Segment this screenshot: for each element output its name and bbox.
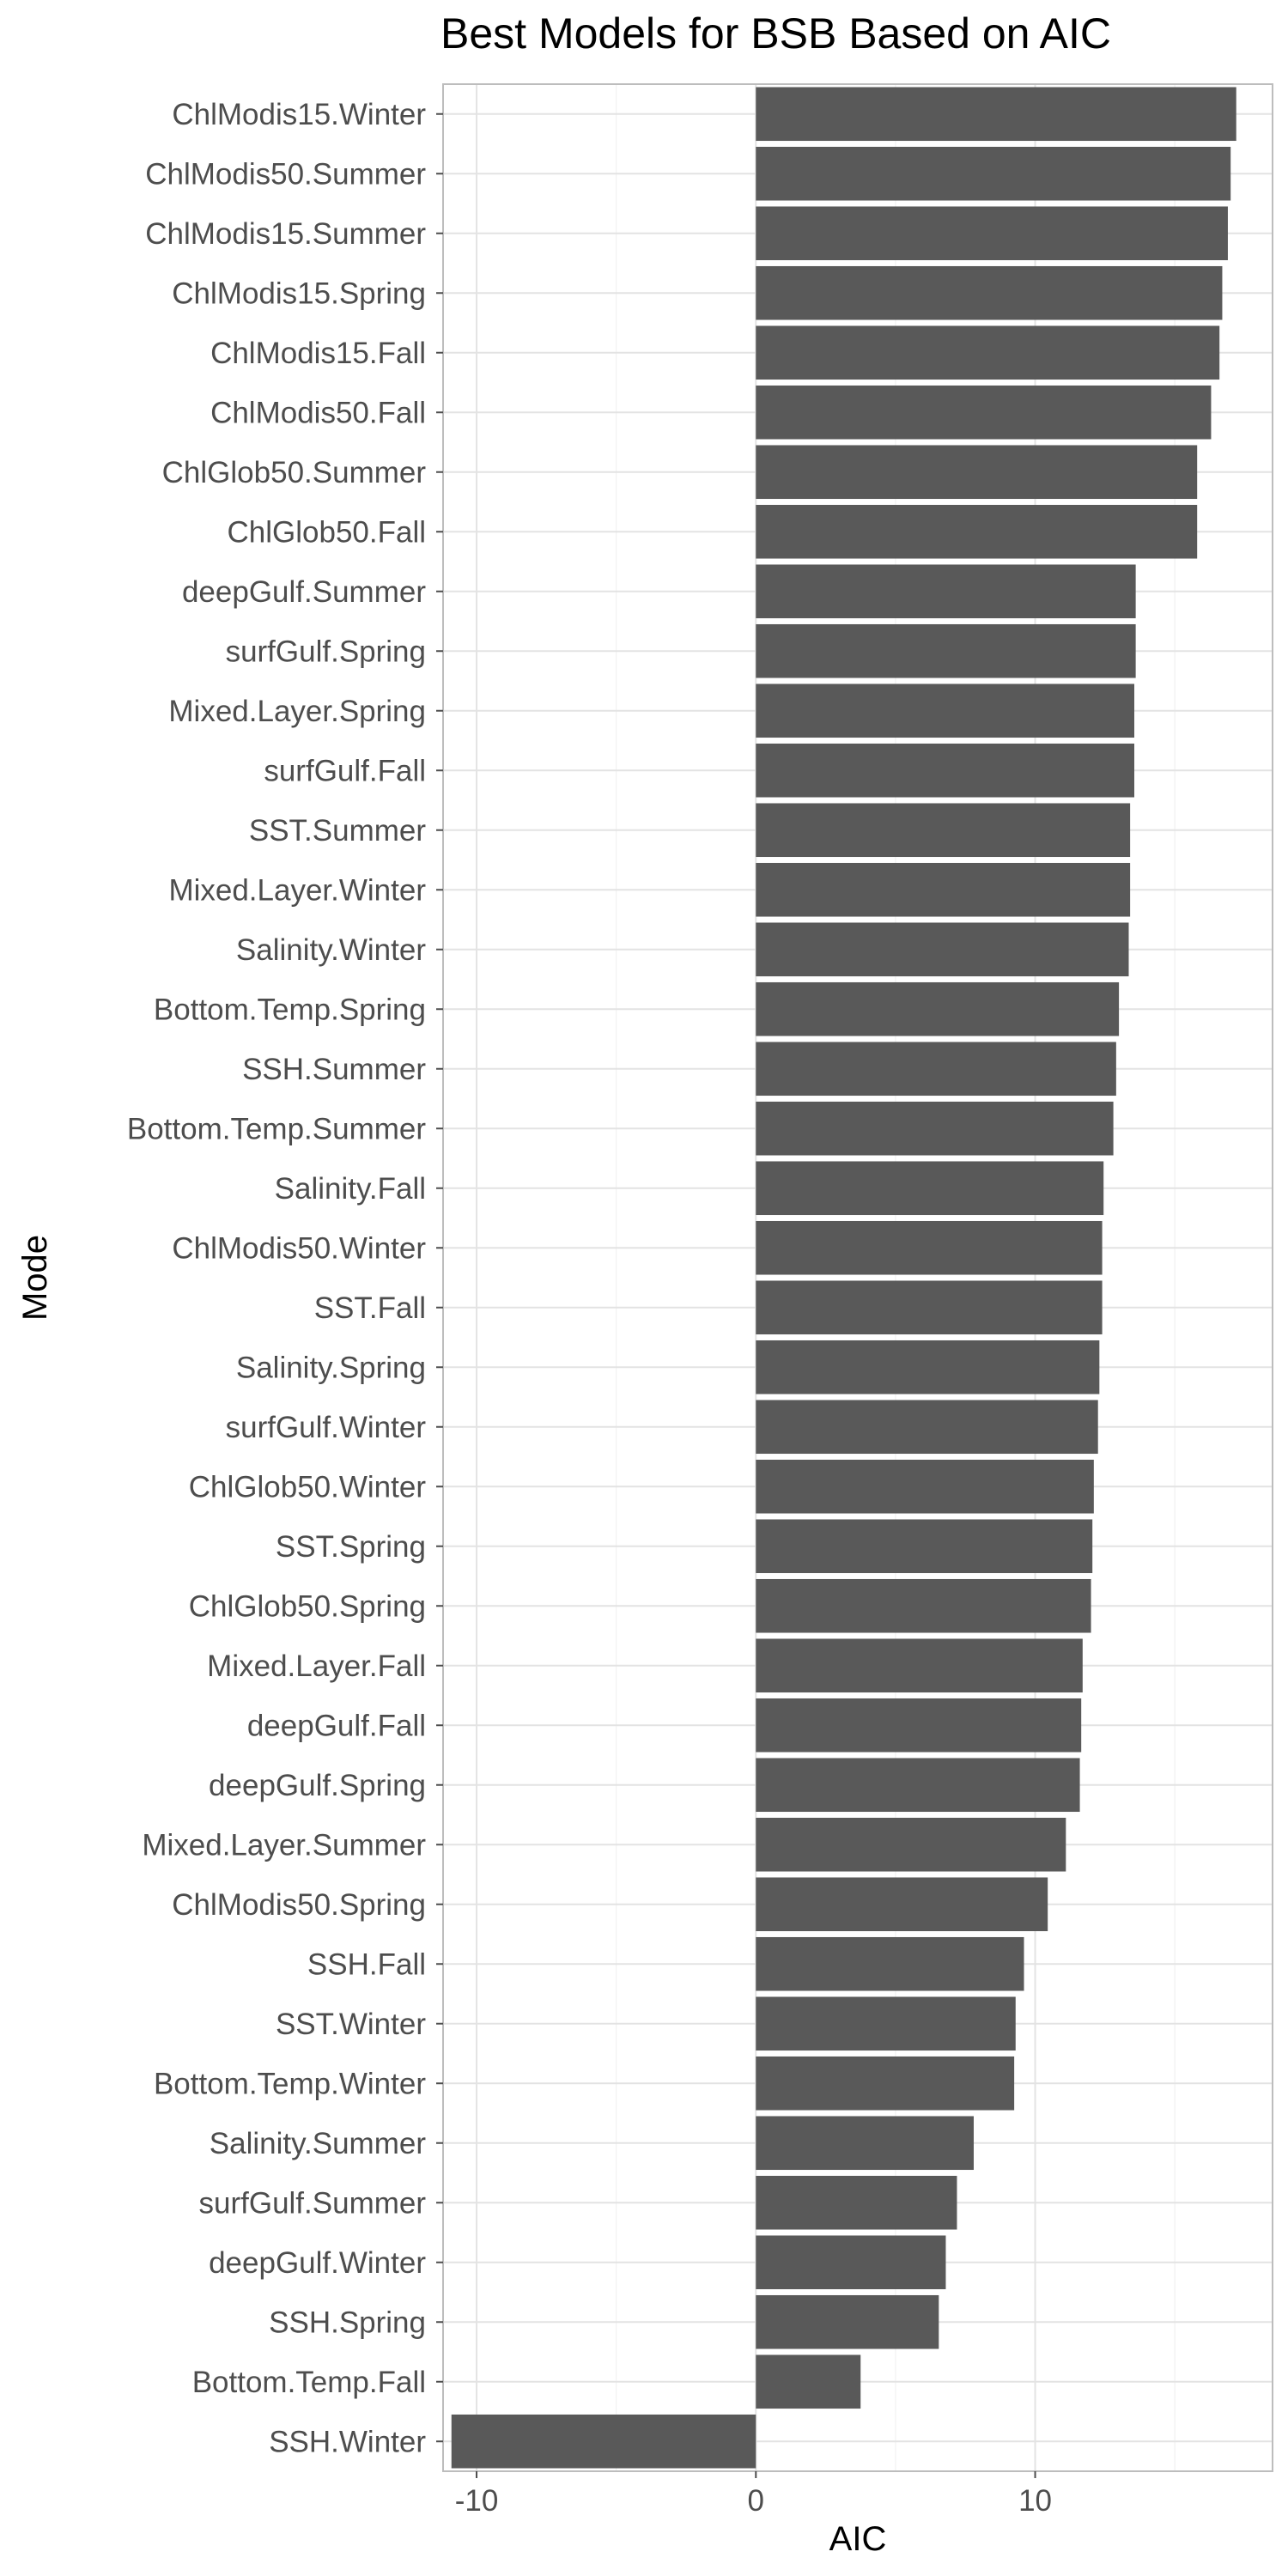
- y-tick-label: SST.Winter: [276, 2008, 426, 2041]
- bar: [756, 564, 1136, 619]
- y-tick-label: Mixed.Layer.Spring: [168, 695, 426, 728]
- y-axis-title: Mode: [16, 1235, 54, 1321]
- y-axis-ticks: ChlModis15.Winter ChlModis50.Summer ChlMod…: [127, 98, 443, 2458]
- bar: [756, 1578, 1091, 1633]
- bar: [756, 1400, 1098, 1455]
- y-tick-label: surfGulf.Summer: [199, 2186, 427, 2220]
- bar: [756, 1936, 1024, 1991]
- bar: [756, 922, 1129, 977]
- y-tick-label: Mixed.Layer.Fall: [207, 1649, 426, 1683]
- bar: [756, 1042, 1116, 1097]
- bar: [756, 1698, 1082, 1753]
- y-tick-label: ChlModis15.Fall: [210, 337, 426, 370]
- x-tick-label: -10: [455, 2484, 499, 2518]
- bar: [756, 2235, 946, 2290]
- bar: [756, 2116, 974, 2171]
- bar: [756, 87, 1236, 142]
- bar: [756, 206, 1228, 261]
- bar: [756, 2354, 861, 2409]
- y-tick-label: ChlModis50.Fall: [210, 396, 426, 429]
- x-tick-label: 10: [1018, 2484, 1052, 2518]
- y-tick-label: SSH.Spring: [269, 2306, 426, 2339]
- bar: [756, 1519, 1093, 1574]
- bar: [756, 265, 1223, 320]
- y-tick-label: ChlGlob50.Winter: [189, 1470, 427, 1504]
- bar: [756, 1280, 1103, 1335]
- y-tick-label: Bottom.Temp.Winter: [154, 2067, 426, 2100]
- bar: [756, 146, 1231, 201]
- bar: [756, 1638, 1083, 1693]
- bar: [756, 862, 1131, 917]
- y-tick-label: surfGulf.Fall: [264, 754, 426, 787]
- bar: [756, 1817, 1066, 1872]
- y-tick-label: ChlGlob50.Fall: [228, 515, 427, 549]
- y-tick-label: SST.Spring: [276, 1530, 426, 1564]
- y-tick-label: SSH.Winter: [269, 2425, 426, 2458]
- y-tick-label: surfGulf.Spring: [226, 635, 426, 668]
- y-tick-label: ChlModis50.Spring: [172, 1888, 426, 1922]
- plot-panel-border: [442, 83, 1273, 2472]
- bar: [756, 1340, 1100, 1394]
- bar: [756, 1161, 1104, 1216]
- y-tick-label: ChlGlob50.Summer: [162, 456, 427, 489]
- y-tick-label: Mixed.Layer.Winter: [168, 873, 426, 907]
- bar: [756, 325, 1220, 380]
- y-tick-label: ChlModis15.Winter: [172, 98, 426, 131]
- bar: [756, 1459, 1094, 1514]
- y-tick-label: ChlModis15.Spring: [172, 276, 426, 310]
- bar: [756, 445, 1198, 500]
- bar: [756, 1101, 1114, 1156]
- y-tick-label: ChlModis50.Summer: [145, 157, 426, 191]
- y-tick-label: Salinity.Spring: [236, 1351, 426, 1384]
- bar: [756, 385, 1212, 440]
- bar: [756, 2175, 957, 2230]
- y-tick-label: Mixed.Layer.Summer: [142, 1828, 426, 1862]
- y-tick-label: deepGulf.Spring: [209, 1769, 426, 1802]
- y-tick-label: Salinity.Winter: [236, 933, 426, 967]
- y-tick-label: deepGulf.Fall: [247, 1709, 426, 1742]
- y-tick-label: SSH.Fall: [307, 1947, 426, 1981]
- x-axis-title: AIC: [829, 2520, 887, 2558]
- y-tick-label: Salinity.Summer: [210, 2127, 427, 2160]
- y-tick-label: surfGulf.Winter: [226, 1411, 427, 1444]
- y-tick-label: Bottom.Temp.Spring: [154, 993, 426, 1026]
- bar: [756, 623, 1136, 678]
- y-tick-label: deepGulf.Winter: [209, 2246, 426, 2280]
- bar: [756, 2056, 1015, 2111]
- bar: [756, 683, 1134, 738]
- y-tick-label: ChlModis15.Summer: [145, 217, 426, 251]
- grid-lines: [443, 84, 1273, 2471]
- bar: [756, 1220, 1103, 1275]
- bar: [756, 981, 1120, 1036]
- y-tick-label: Bottom.Temp.Summer: [127, 1112, 426, 1145]
- bar: [756, 743, 1134, 798]
- y-tick-label: deepGulf.Summer: [182, 575, 426, 609]
- y-tick-label: Bottom.Temp.Fall: [192, 2366, 426, 2399]
- bar: [756, 2294, 939, 2349]
- bar: [756, 1996, 1016, 2051]
- bar: [756, 1877, 1048, 1932]
- bars: [451, 87, 1236, 2469]
- y-tick-label: SST.Fall: [314, 1291, 426, 1325]
- y-tick-label: SSH.Summer: [242, 1053, 426, 1086]
- chart-title: Best Models for BSB Based on AIC: [440, 9, 1111, 58]
- bar: [756, 1758, 1080, 1813]
- y-tick-label: ChlModis50.Winter: [172, 1231, 426, 1265]
- y-tick-label: SST.Summer: [249, 814, 426, 848]
- bar: [756, 803, 1131, 858]
- x-axis-ticks: -10 0 10: [455, 2471, 1052, 2518]
- bar: [756, 504, 1198, 559]
- bar: [451, 2414, 756, 2469]
- y-tick-label: Salinity.Fall: [275, 1172, 426, 1206]
- x-tick-label: 0: [748, 2484, 764, 2518]
- y-tick-label: ChlGlob50.Spring: [189, 1589, 426, 1623]
